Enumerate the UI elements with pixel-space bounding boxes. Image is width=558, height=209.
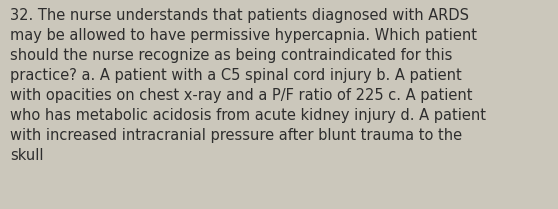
Text: 32. The nurse understands that patients diagnosed with ARDS
may be allowed to ha: 32. The nurse understands that patients … [10, 8, 486, 163]
